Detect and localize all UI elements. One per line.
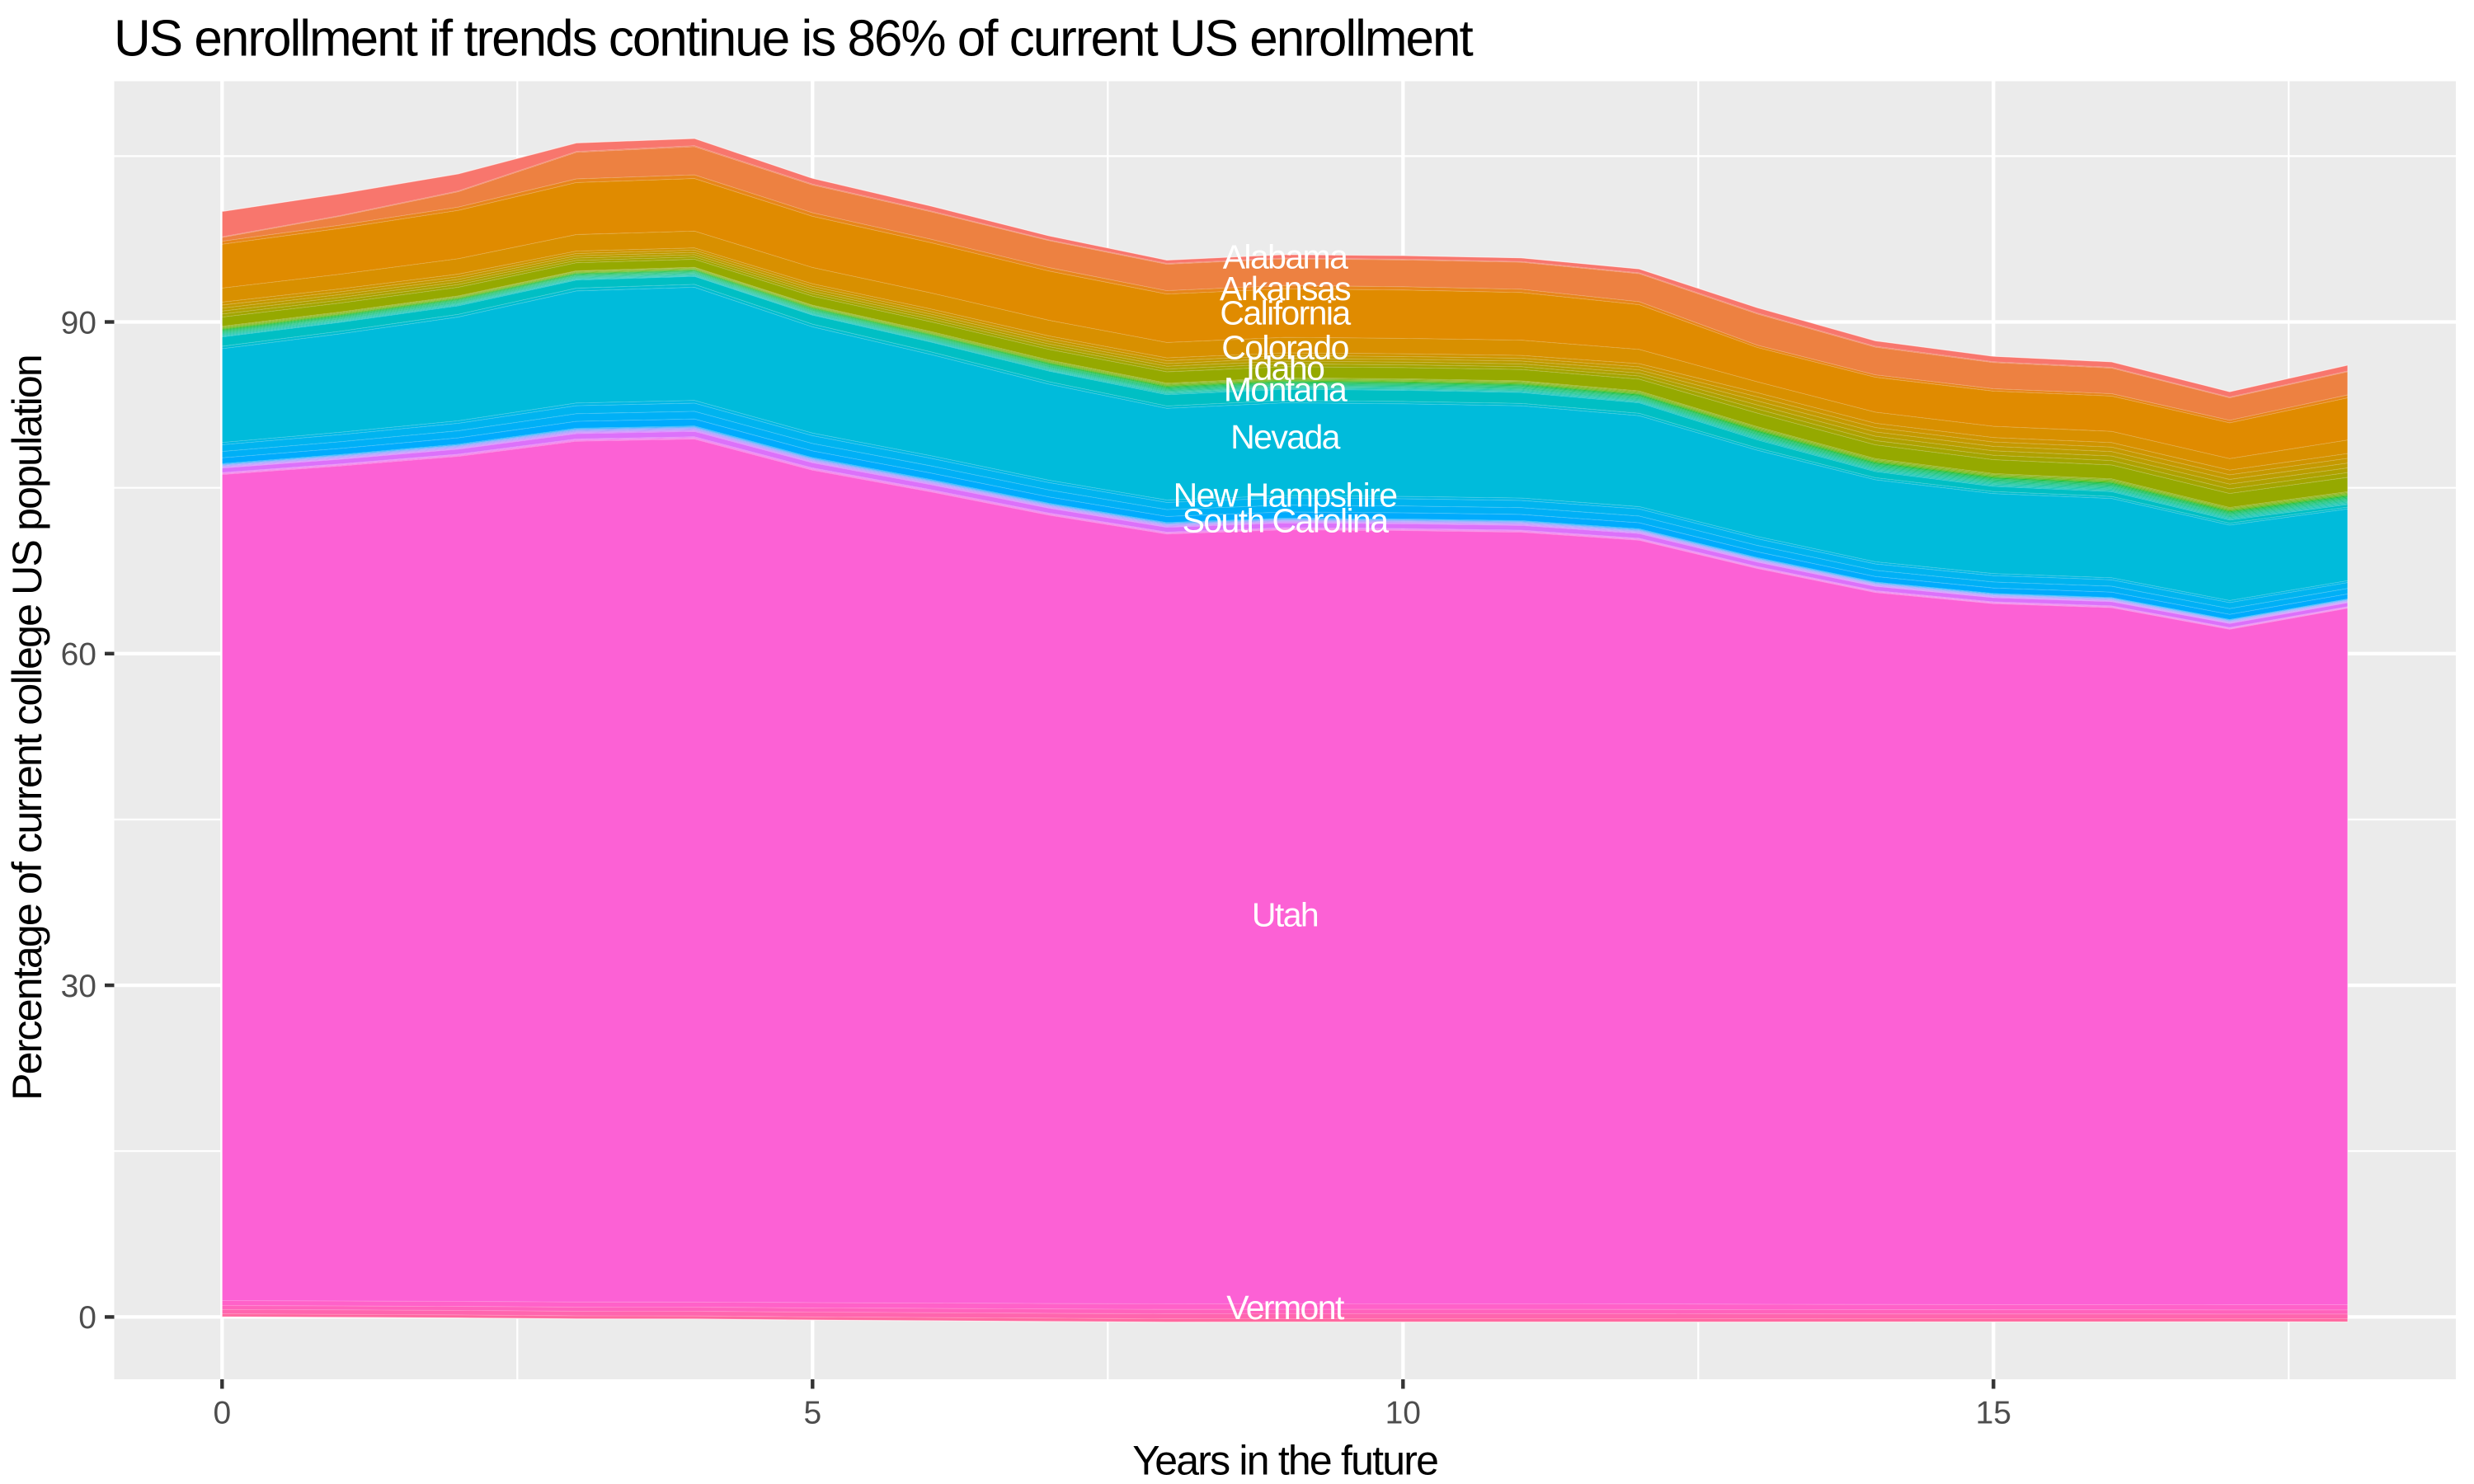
svg-text:Alabama: Alabama	[1223, 237, 1348, 275]
svg-text:Colorado: Colorado	[1221, 329, 1348, 367]
svg-text:5: 5	[803, 1396, 821, 1431]
svg-text:Years in the future: Years in the future	[1132, 1438, 1437, 1484]
svg-text:New Hampshire: New Hampshire	[1174, 477, 1397, 514]
svg-text:30: 30	[61, 969, 96, 1004]
svg-text:Nevada: Nevada	[1230, 418, 1341, 456]
svg-text:South Carolina: South Carolina	[1183, 502, 1390, 540]
svg-text:60: 60	[61, 637, 96, 673]
svg-text:Montana: Montana	[1224, 371, 1348, 409]
svg-text:US enrollment if trends contin: US enrollment if trends continue is 86% …	[114, 11, 1473, 68]
svg-text:California: California	[1220, 294, 1351, 332]
svg-text:Utah: Utah	[1252, 895, 1318, 933]
svg-text:0: 0	[213, 1396, 231, 1431]
svg-text:15: 15	[1976, 1396, 2011, 1431]
svg-text:Arkansas: Arkansas	[1220, 270, 1351, 308]
svg-text:10: 10	[1385, 1396, 1421, 1431]
svg-text:Percentage of current college: Percentage of current college US populat…	[4, 355, 50, 1101]
svg-text:Vermont: Vermont	[1226, 1289, 1345, 1327]
svg-text:90: 90	[61, 305, 96, 340]
svg-text:Idaho: Idaho	[1246, 350, 1324, 387]
svg-text:0: 0	[78, 1300, 96, 1336]
